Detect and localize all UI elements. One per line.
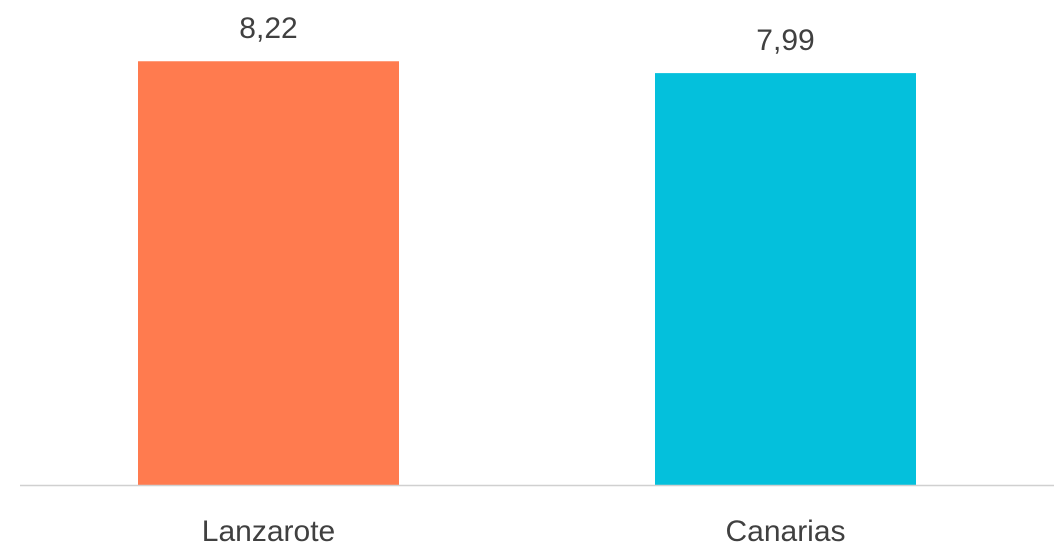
x-tick-label: Canarias xyxy=(725,515,845,548)
value-label: 8,22 xyxy=(239,12,297,45)
x-tick-label: Lanzarote xyxy=(202,515,335,548)
value-label: 7,99 xyxy=(756,24,814,57)
bar xyxy=(655,73,916,485)
bar xyxy=(138,61,399,485)
